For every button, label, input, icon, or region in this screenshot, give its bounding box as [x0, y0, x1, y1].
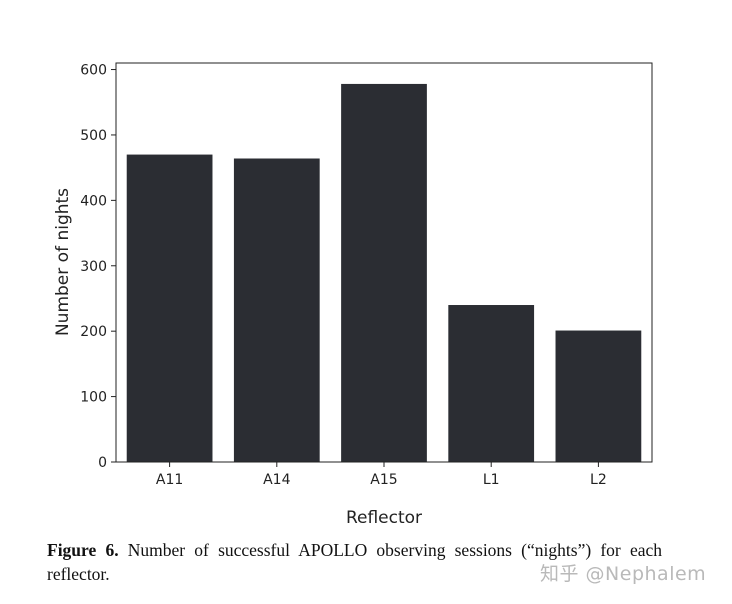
bar-a11 [126, 154, 213, 462]
x-tick-label: A14 [263, 472, 290, 488]
bar-a15 [341, 83, 427, 463]
figure-caption: Figure 6. Number of successful APOLLO ob… [47, 538, 662, 586]
y-axis-label: Number of nights [53, 188, 73, 336]
y-tick-label: 200 [80, 324, 107, 340]
bar-a14 [233, 158, 320, 462]
bar-l1 [448, 305, 535, 462]
bar-chart: 0 100 200 300 400 500 600 A11 A14 A15 L1 L2 Reflec… [53, 62, 653, 528]
y-axis-ticks: 0 100 200 300 400 500 600 [80, 63, 116, 471]
figure-number: Figure 6. [47, 540, 119, 560]
y-tick-label: 500 [80, 128, 107, 144]
y-tick-label: 100 [80, 390, 107, 406]
caption-text: Number of successful APOLLO observing se… [47, 540, 662, 584]
x-tick-label: A15 [370, 472, 397, 488]
y-tick-label: 300 [80, 259, 107, 275]
y-tick-label: 400 [80, 193, 107, 209]
x-axis-label: Reflector [346, 508, 422, 528]
watermark: 知乎 @Nephalem [540, 563, 707, 585]
bar-l2 [555, 330, 642, 462]
bars-group [126, 83, 642, 463]
x-tick-label: A11 [156, 472, 183, 488]
y-tick-label: 0 [98, 455, 107, 471]
x-tick-label: L1 [483, 472, 500, 488]
x-tick-label: L2 [590, 472, 607, 488]
y-tick-label: 600 [80, 63, 107, 79]
x-axis-ticks: A11 A14 A15 L1 L2 [156, 462, 607, 488]
